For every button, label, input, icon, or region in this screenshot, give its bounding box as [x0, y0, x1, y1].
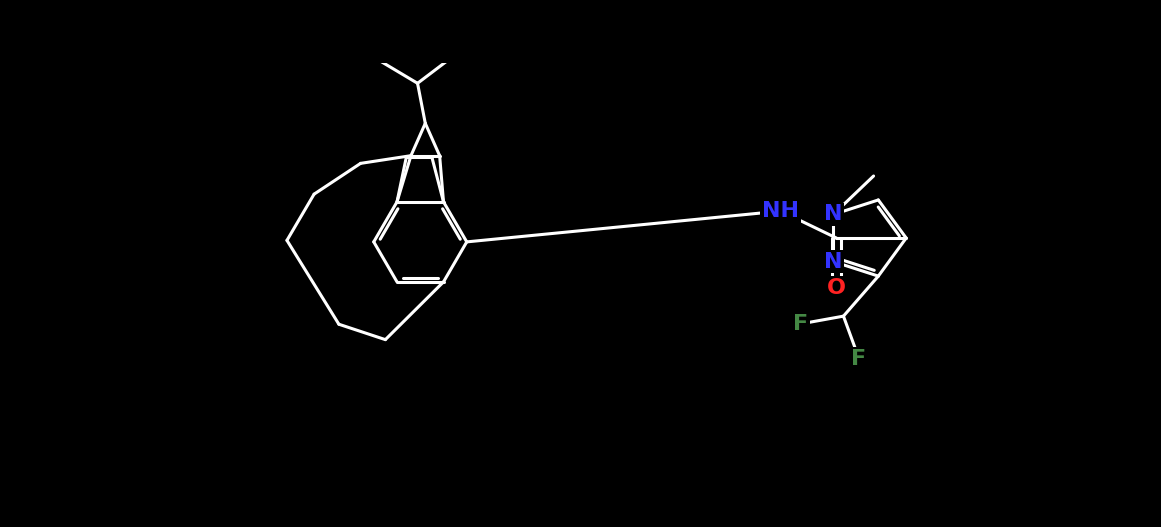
Text: F: F [793, 314, 808, 334]
Text: N: N [824, 251, 843, 271]
Text: O: O [827, 278, 846, 298]
Text: NH: NH [762, 201, 799, 221]
Text: N: N [824, 204, 843, 225]
Text: F: F [851, 348, 866, 368]
